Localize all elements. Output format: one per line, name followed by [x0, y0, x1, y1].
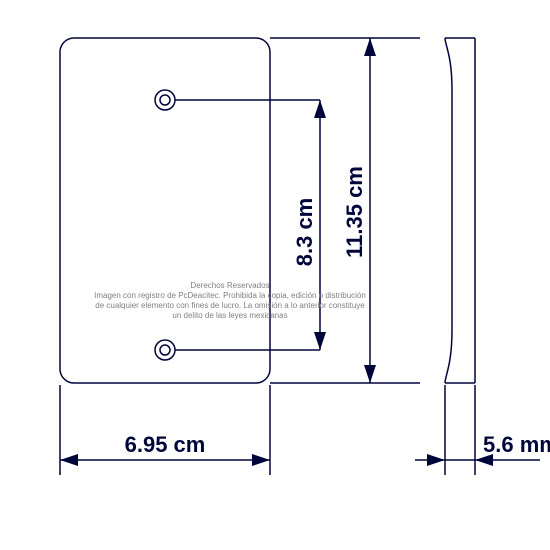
dim-inner-height-label: 8.3 cm: [292, 198, 317, 267]
watermark-line-3: un delito de las leyes mexicanas: [172, 311, 287, 320]
dim-width: 6.95 cm: [60, 385, 270, 475]
side-profile: [445, 38, 475, 383]
watermark-line-1: Imagen con registro de PcDeacitec. Prohi…: [94, 291, 366, 300]
screw-hole-top: [155, 90, 175, 110]
dim-inner-height: 8.3 cm: [292, 100, 326, 350]
dim-width-label: 6.95 cm: [125, 432, 206, 457]
watermark: Derechos Reservados Imagen con registro …: [94, 281, 366, 320]
watermark-line-0: Derechos Reservados: [190, 281, 269, 290]
watermark-line-2: de cualquier elemento con fines de lucro…: [95, 301, 365, 310]
technical-drawing: 8.3 cm 11.35 cm 6.95 cm 5.6 mm Derechos …: [0, 0, 550, 550]
screw-hole-bottom: [155, 340, 175, 360]
dim-outer-height-label: 11.35 cm: [342, 166, 367, 258]
dim-thickness-label: 5.6 mm: [483, 432, 550, 457]
dim-thickness: 5.6 mm: [415, 385, 550, 475]
